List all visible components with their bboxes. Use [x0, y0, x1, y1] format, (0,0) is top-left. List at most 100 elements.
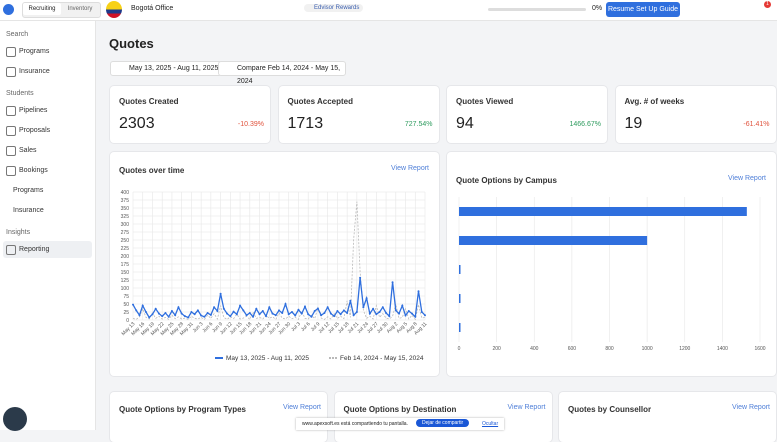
point — [424, 314, 426, 317]
nav-icon — [6, 106, 16, 116]
point — [138, 314, 141, 317]
point — [404, 314, 407, 317]
tab[interactable]: Recruiting — [23, 3, 61, 15]
nav-icon — [6, 47, 16, 57]
x-tick-label: Jul 6 — [300, 321, 312, 333]
view-report[interactable]: View Report — [282, 404, 321, 411]
point — [307, 313, 310, 316]
point — [219, 292, 222, 295]
y-tick-label: 350 — [121, 206, 130, 212]
point — [398, 312, 401, 315]
nav-item[interactable]: Insurance — [13, 207, 44, 214]
nav-item[interactable]: Sales — [19, 147, 37, 154]
point — [135, 309, 138, 312]
y-tick-label: 150 — [121, 270, 130, 276]
nav-icon — [6, 126, 16, 136]
point — [239, 304, 242, 307]
point — [229, 315, 232, 318]
view-report[interactable]: View Report — [390, 165, 429, 172]
bar-card: Quote Options by Campus View Report 0 200 40… — [447, 152, 776, 376]
logo[interactable] — [3, 4, 14, 15]
y-tick-label: 225 — [121, 246, 130, 252]
point — [355, 311, 358, 313]
kpi-card: Quotes Viewed 94 1466.67% — [447, 86, 607, 143]
point — [365, 297, 368, 300]
title: Quotes — [109, 36, 154, 51]
point — [287, 313, 290, 316]
tab[interactable]: Inventory — [67, 6, 93, 12]
badge: 1 — [764, 1, 771, 8]
kpi-label: Quotes Accepted — [287, 97, 354, 106]
point — [157, 312, 160, 315]
nav-item[interactable]: Bookings — [19, 167, 48, 174]
y-tick-label: 375 — [121, 198, 130, 204]
hide-share[interactable]: Ocultar — [482, 421, 499, 427]
point — [183, 315, 186, 318]
point — [161, 315, 164, 318]
y-tick-label: 200 — [121, 254, 130, 260]
point — [284, 303, 287, 305]
bar — [459, 265, 461, 274]
point — [320, 314, 323, 317]
point — [180, 312, 183, 315]
point — [216, 310, 219, 313]
share-text: www.apexsoft.es está compartiendo tu pan… — [302, 421, 408, 427]
nav-item[interactable]: Programs — [19, 48, 50, 55]
x-tick-label: 0 — [458, 346, 461, 352]
point — [206, 311, 209, 314]
flag — [106, 1, 122, 18]
point — [381, 306, 384, 309]
bar — [459, 323, 461, 332]
nav-item[interactable]: Pipelines — [19, 107, 48, 114]
line-card: Quotes over time View Report 0 25 50 75 100 125… — [110, 152, 439, 376]
y-tick-label: 400 — [121, 190, 130, 196]
point — [352, 314, 355, 317]
x-tick-label: 1600 — [754, 346, 765, 352]
sidebar: Search Programs Insurance Students Pipelines… — [0, 21, 96, 430]
nav-item[interactable]: Insurance — [19, 68, 50, 75]
point — [372, 307, 375, 310]
nav-item[interactable]: Proposals — [19, 127, 51, 134]
point — [255, 307, 258, 310]
y-tick-label: 300 — [121, 222, 130, 228]
kpi-value: 94 — [456, 115, 474, 132]
nav-item[interactable]: Reporting — [19, 246, 50, 253]
section-label: Insights — [6, 229, 31, 236]
compare-button[interactable]: Compare Feb 14, 2024 - May 15, 2024 — [218, 61, 346, 85]
bar — [459, 294, 461, 303]
office[interactable]: Bogotá Office — [131, 5, 174, 12]
point — [342, 309, 345, 312]
point — [329, 312, 332, 315]
point — [411, 312, 414, 315]
point — [391, 281, 394, 284]
rewards[interactable]: Edvisor Rewards — [304, 4, 364, 12]
setup-button[interactable]: Resume Set Up Guide — [606, 2, 680, 17]
y-tick-label: 275 — [121, 230, 130, 236]
point — [209, 313, 212, 316]
stop-share[interactable]: Dejar de compartir — [416, 419, 470, 427]
view-report[interactable]: View Report — [727, 175, 766, 182]
point — [248, 311, 251, 314]
x-tick-label: 600 — [568, 346, 577, 352]
nav-item[interactable]: Programs — [13, 187, 44, 194]
view-report[interactable]: View Report — [731, 404, 770, 411]
point — [316, 307, 319, 310]
kpi-card: Quotes Created 2303 -10.39% — [110, 86, 270, 143]
kpi-card: Quotes Accepted 1713 727.54% — [278, 86, 439, 143]
view-report[interactable]: View Report — [507, 404, 546, 411]
x-tick-label: 400 — [530, 346, 539, 352]
point — [222, 307, 225, 310]
date-button[interactable]: May 13, 2025 - Aug 11, 2025 — [110, 61, 222, 76]
point — [190, 311, 193, 313]
point — [303, 305, 306, 308]
progress: 0% — [592, 5, 603, 12]
y-tick-label: 250 — [121, 238, 130, 244]
point — [200, 314, 203, 317]
point — [226, 312, 229, 315]
point — [326, 306, 329, 309]
nav-icon — [6, 166, 16, 176]
x-tick-label: 1000 — [642, 346, 653, 352]
chat-button[interactable] — [3, 407, 27, 431]
bottom-card: Quote Options by Program Types View Repor… — [110, 392, 327, 442]
point — [164, 311, 167, 314]
